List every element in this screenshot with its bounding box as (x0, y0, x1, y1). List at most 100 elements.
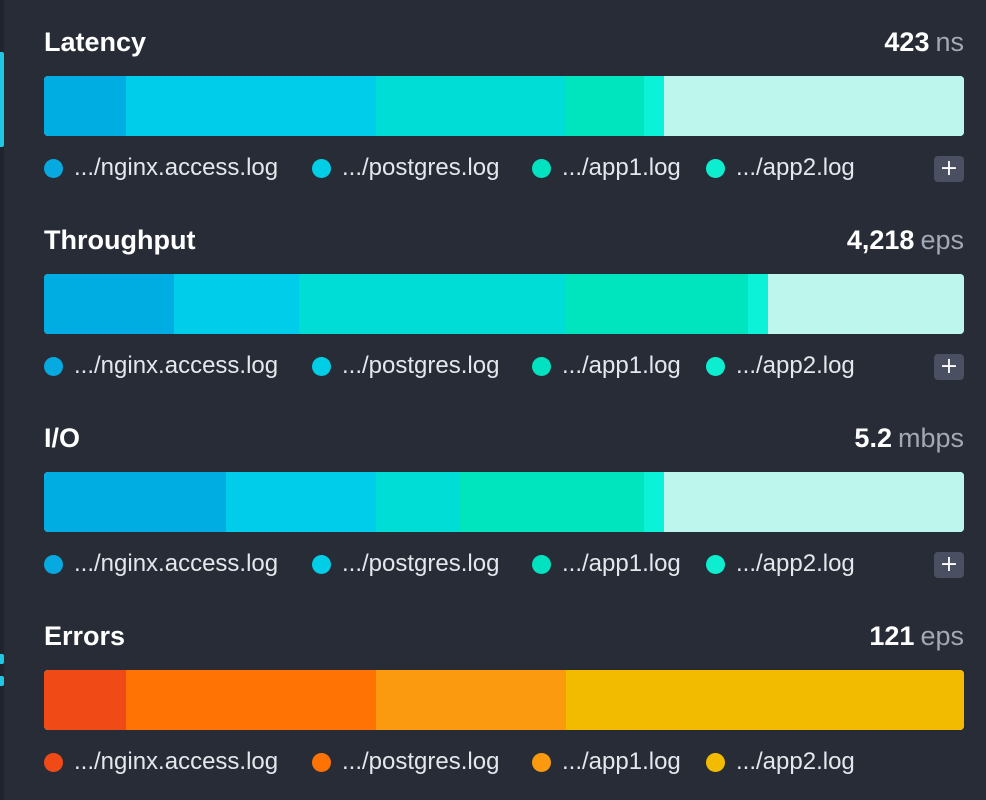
bar-segment[interactable] (226, 472, 376, 532)
legend-label: .../nginx.access.log (74, 352, 279, 379)
bar-segment[interactable] (566, 76, 644, 136)
legend-dot-icon (532, 158, 551, 178)
legend-dot-icon (44, 158, 63, 178)
legend-item[interactable]: .../app2.log (706, 150, 855, 186)
bar-segment[interactable] (44, 472, 226, 532)
legend: .../nginx.access.log .../postgres.log .../… (44, 150, 964, 186)
bar-segment[interactable] (44, 76, 126, 136)
legend-item[interactable]: .../app2.log (706, 348, 855, 384)
legend-dot-icon (312, 554, 331, 574)
panel-header: Errors 121 eps (44, 594, 964, 651)
add-source-button[interactable]: + (934, 156, 964, 182)
legend: .../nginx.access.log .../postgres.log .../… (44, 348, 964, 384)
legend-item[interactable]: .../postgres.log (312, 546, 499, 582)
legend-label: .../app2.log (736, 154, 855, 181)
metric-panel-i-o: I/O 5.2 mbps .../nginx.access.log .../post… (44, 396, 964, 578)
legend-label: .../postgres.log (342, 154, 500, 181)
metric-unit: eps (920, 225, 964, 255)
bar-segment[interactable] (565, 274, 748, 334)
legend-label: .../postgres.log (342, 550, 500, 577)
legend-item[interactable]: .../postgres.log (312, 348, 499, 384)
legend-item[interactable]: .../postgres.log (312, 150, 499, 186)
legend-label: .../app1.log (562, 748, 681, 775)
legend-dot-icon (532, 554, 551, 574)
panel-metric: 423 ns (884, 26, 964, 58)
legend-item[interactable]: .../nginx.access.log (44, 150, 278, 186)
rail-indicator (0, 654, 4, 664)
legend-label: .../app1.log (562, 154, 681, 181)
panel-metric: 5.2 mbps (854, 422, 964, 454)
bar-segment[interactable] (44, 274, 174, 334)
legend-dot-icon (532, 356, 551, 376)
panel-title: Errors (44, 621, 126, 651)
bar-segment[interactable] (644, 472, 664, 532)
bar-segment[interactable] (664, 472, 964, 532)
legend-label: .../nginx.access.log (74, 748, 279, 775)
stacked-bar[interactable] (44, 472, 964, 532)
panel-metric: 121 eps (869, 620, 964, 652)
legend-item[interactable]: .../app1.log (532, 744, 681, 780)
bar-segment[interactable] (174, 274, 299, 334)
metric-panel-throughput: Throughput 4,218 eps .../nginx.access.log… (44, 198, 964, 380)
legend-dot-icon (706, 158, 725, 178)
bar-segment[interactable] (44, 670, 126, 730)
panel-title: Latency (44, 27, 147, 57)
legend-label: .../app2.log (736, 352, 855, 379)
panel-title: I/O (44, 423, 81, 453)
bar-segment[interactable] (126, 76, 376, 136)
bar-segment[interactable] (460, 472, 644, 532)
legend-item[interactable]: .../app1.log (532, 150, 681, 186)
metric-value: 5.2 (854, 423, 892, 453)
legend-label: .../app1.log (562, 352, 681, 379)
stacked-bar[interactable] (44, 76, 964, 136)
legend-label: .../postgres.log (342, 352, 500, 379)
legend-item[interactable]: .../app2.log (706, 546, 855, 582)
legend-item[interactable]: .../nginx.access.log (44, 744, 278, 780)
legend-item[interactable]: .../app2.log (706, 744, 855, 780)
panel-header: Latency 423 ns (44, 0, 964, 57)
metric-unit: eps (920, 621, 964, 651)
metric-value: 4,218 (846, 225, 915, 255)
bar-segment[interactable] (126, 670, 376, 730)
legend-item[interactable]: .../app1.log (532, 348, 681, 384)
legend-label: .../nginx.access.log (74, 550, 279, 577)
panel-header: I/O 5.2 mbps (44, 396, 964, 453)
panel-metric: 4,218 eps (847, 224, 964, 256)
metric-panel-latency: Latency 423 ns .../nginx.access.log .../po… (44, 0, 964, 182)
bar-segment[interactable] (664, 76, 964, 136)
bar-segment[interactable] (566, 670, 964, 730)
legend-dot-icon (706, 554, 725, 574)
legend-dot-icon (312, 158, 331, 178)
stacked-bar[interactable] (44, 274, 964, 334)
stacked-bar[interactable] (44, 670, 964, 730)
add-source-button[interactable]: + (934, 354, 964, 380)
metric-value: 423 (884, 27, 930, 57)
legend-label: .../app2.log (736, 550, 855, 577)
legend: .../nginx.access.log .../postgres.log .../… (44, 546, 964, 582)
bar-segment[interactable] (299, 274, 565, 334)
legend-dot-icon (706, 356, 725, 376)
legend-dot-icon (312, 752, 331, 772)
add-source-button[interactable]: + (934, 552, 964, 578)
panel-header: Throughput 4,218 eps (44, 198, 964, 255)
legend-dot-icon (312, 356, 331, 376)
legend-dot-icon (44, 554, 63, 574)
legend-dot-icon (532, 752, 551, 772)
legend-item[interactable]: .../app1.log (532, 546, 681, 582)
legend-dot-icon (706, 752, 725, 772)
legend-label: .../app2.log (736, 748, 855, 775)
bar-segment[interactable] (376, 76, 566, 136)
rail-indicator (0, 676, 4, 686)
legend-item[interactable]: .../nginx.access.log (44, 348, 278, 384)
legend-item[interactable]: .../postgres.log (312, 744, 499, 780)
legend-item[interactable]: .../nginx.access.log (44, 546, 278, 582)
bar-segment[interactable] (644, 76, 664, 136)
metric-value: 121 (869, 621, 915, 651)
bar-segment[interactable] (768, 274, 964, 334)
bar-segment[interactable] (748, 274, 768, 334)
legend-label: .../app1.log (562, 550, 681, 577)
rail-active-indicator (0, 52, 4, 147)
bar-segment[interactable] (376, 472, 460, 532)
bar-segment[interactable] (376, 670, 566, 730)
metric-panel-errors: Errors 121 eps .../nginx.access.log .../po… (44, 594, 964, 775)
